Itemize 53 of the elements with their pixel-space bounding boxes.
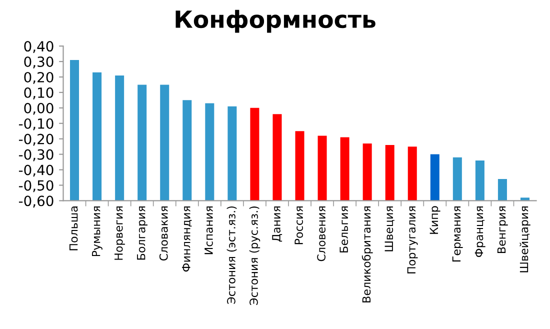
y-tick-label: 0,30 [24, 56, 54, 68]
bar [295, 131, 304, 201]
x-tick-label: Словакия [159, 206, 168, 261]
bar [250, 108, 260, 201]
bar [272, 114, 282, 201]
bar [362, 143, 372, 201]
y-tick-label: -0,40 [18, 164, 54, 177]
bar [138, 84, 147, 201]
y-tick-label: -0,20 [18, 134, 54, 146]
bar [205, 103, 214, 201]
bar [182, 100, 192, 201]
y-tick-label: 0,10 [24, 87, 54, 100]
x-tick-label: Эстония (эст.яз.) [226, 206, 237, 304]
x-tick-label: Болгария [137, 206, 148, 260]
bar [70, 60, 80, 201]
bar [115, 75, 124, 201]
bar [318, 136, 327, 201]
bar [408, 146, 417, 201]
chart-title: Конформность [176, 10, 376, 33]
x-tick-label: Эстония (рус.яз.) [249, 206, 260, 305]
bar [498, 179, 507, 201]
x-tick-label: Румыния [92, 206, 102, 256]
x-tick-label: Великобритания [362, 206, 373, 302]
x-tick-label: Швейцария [520, 206, 530, 272]
bar [430, 154, 440, 201]
bar [452, 157, 462, 201]
x-tick-label: Бельгия [340, 206, 348, 252]
x-tick-label: Россия [294, 206, 303, 244]
y-tick-label: 0,40 [24, 41, 54, 53]
y-tick-label: -0,10 [18, 118, 54, 130]
x-tick-label: Испания [204, 206, 213, 254]
x-tick-label: Кипр [430, 206, 440, 234]
y-tick-label: -0,30 [18, 149, 54, 162]
x-tick-label: Норвегия [114, 206, 125, 260]
x-tick-label: Дания [272, 206, 282, 242]
bar [385, 145, 394, 201]
bar [228, 106, 237, 201]
bar [475, 160, 484, 201]
x-tick-label: Германия [452, 206, 463, 262]
bar [340, 137, 350, 201]
x-tick-label: Франция [474, 206, 486, 258]
x-tick-label: Финляндия [182, 206, 192, 272]
y-tick-label: -0,60 [18, 196, 54, 208]
x-tick-label: Польша [69, 206, 78, 250]
bar [92, 72, 102, 201]
y-tick-label: -0,50 [18, 180, 54, 192]
y-tick-label: 0,00 [24, 102, 54, 115]
x-tick-label: Португалия [407, 206, 418, 274]
x-tick-label: Словения [317, 206, 326, 262]
x-tick-label: Швеция [384, 206, 394, 252]
y-tick-label: 0,20 [24, 72, 54, 84]
bar [160, 84, 170, 201]
x-tick-label: Венгрия [497, 206, 508, 253]
